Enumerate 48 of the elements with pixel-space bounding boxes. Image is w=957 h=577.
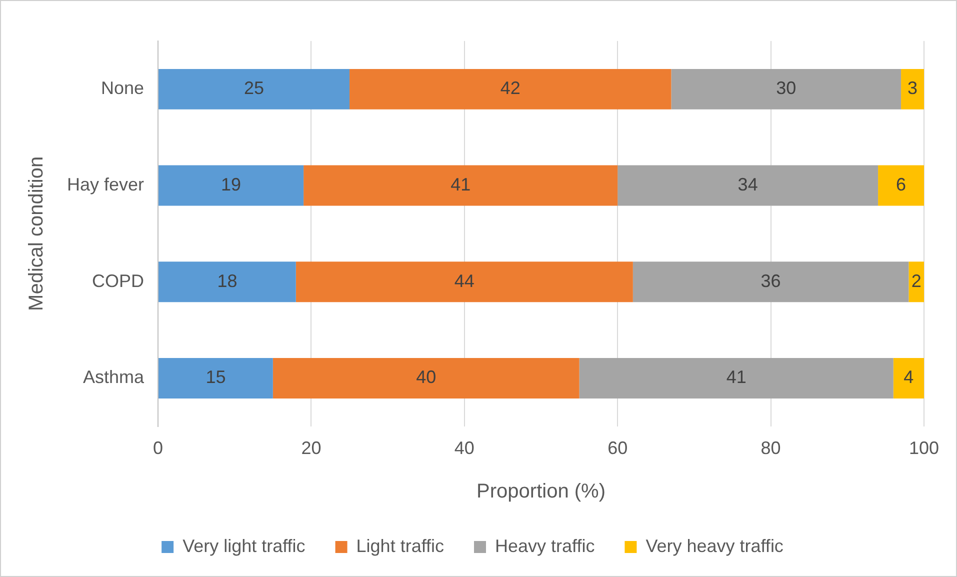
data-label: 41 [450,174,471,194]
bar [296,262,633,302]
bar [632,262,909,302]
x-tick-label: 80 [760,438,781,458]
data-label: 25 [244,78,264,98]
legend-label: Light traffic [356,536,444,556]
bar [893,358,924,398]
bar [158,358,273,398]
data-label: 15 [206,367,226,388]
legend-label: Very heavy traffic [646,536,784,556]
x-tick-label: 0 [153,438,164,458]
data-label: 2 [911,270,922,291]
bar [304,165,618,206]
data-label: 3 [908,78,918,98]
bar [671,68,902,110]
bar [901,68,924,110]
bar [618,165,878,206]
bar [158,262,296,302]
data-label: 34 [738,174,758,194]
bar [878,165,924,206]
bar [579,358,894,398]
x-tick-label: 100 [908,438,940,458]
x-tick-label: 20 [301,438,322,458]
bar [158,165,304,206]
data-label: 40 [416,367,436,388]
data-label: 19 [221,174,242,194]
x-axis-title: Proportion (%) [476,480,606,503]
data-label: 30 [776,78,796,98]
bar [908,262,924,302]
legend-label: Heavy traffic [495,536,595,556]
data-label: 42 [500,78,520,98]
x-tick-label: 60 [608,438,628,458]
data-label: 4 [904,367,914,388]
data-label: 41 [726,367,746,388]
y-tick-label: None [100,78,144,98]
legend-label: Very light traffic [182,536,306,556]
bar [350,68,672,110]
y-axis-title: Medical condition [26,156,48,311]
x-tick-label: 40 [454,438,474,458]
data-label: 18 [217,270,238,291]
y-tick-label: Asthma [82,367,146,388]
data-label: 44 [454,270,474,291]
bar [272,358,580,398]
y-tick-label: COPD [92,270,144,291]
y-tick-label: Hay fever [66,174,144,194]
data-label: 36 [760,270,781,291]
data-label: 6 [896,174,906,194]
bar [158,68,350,110]
